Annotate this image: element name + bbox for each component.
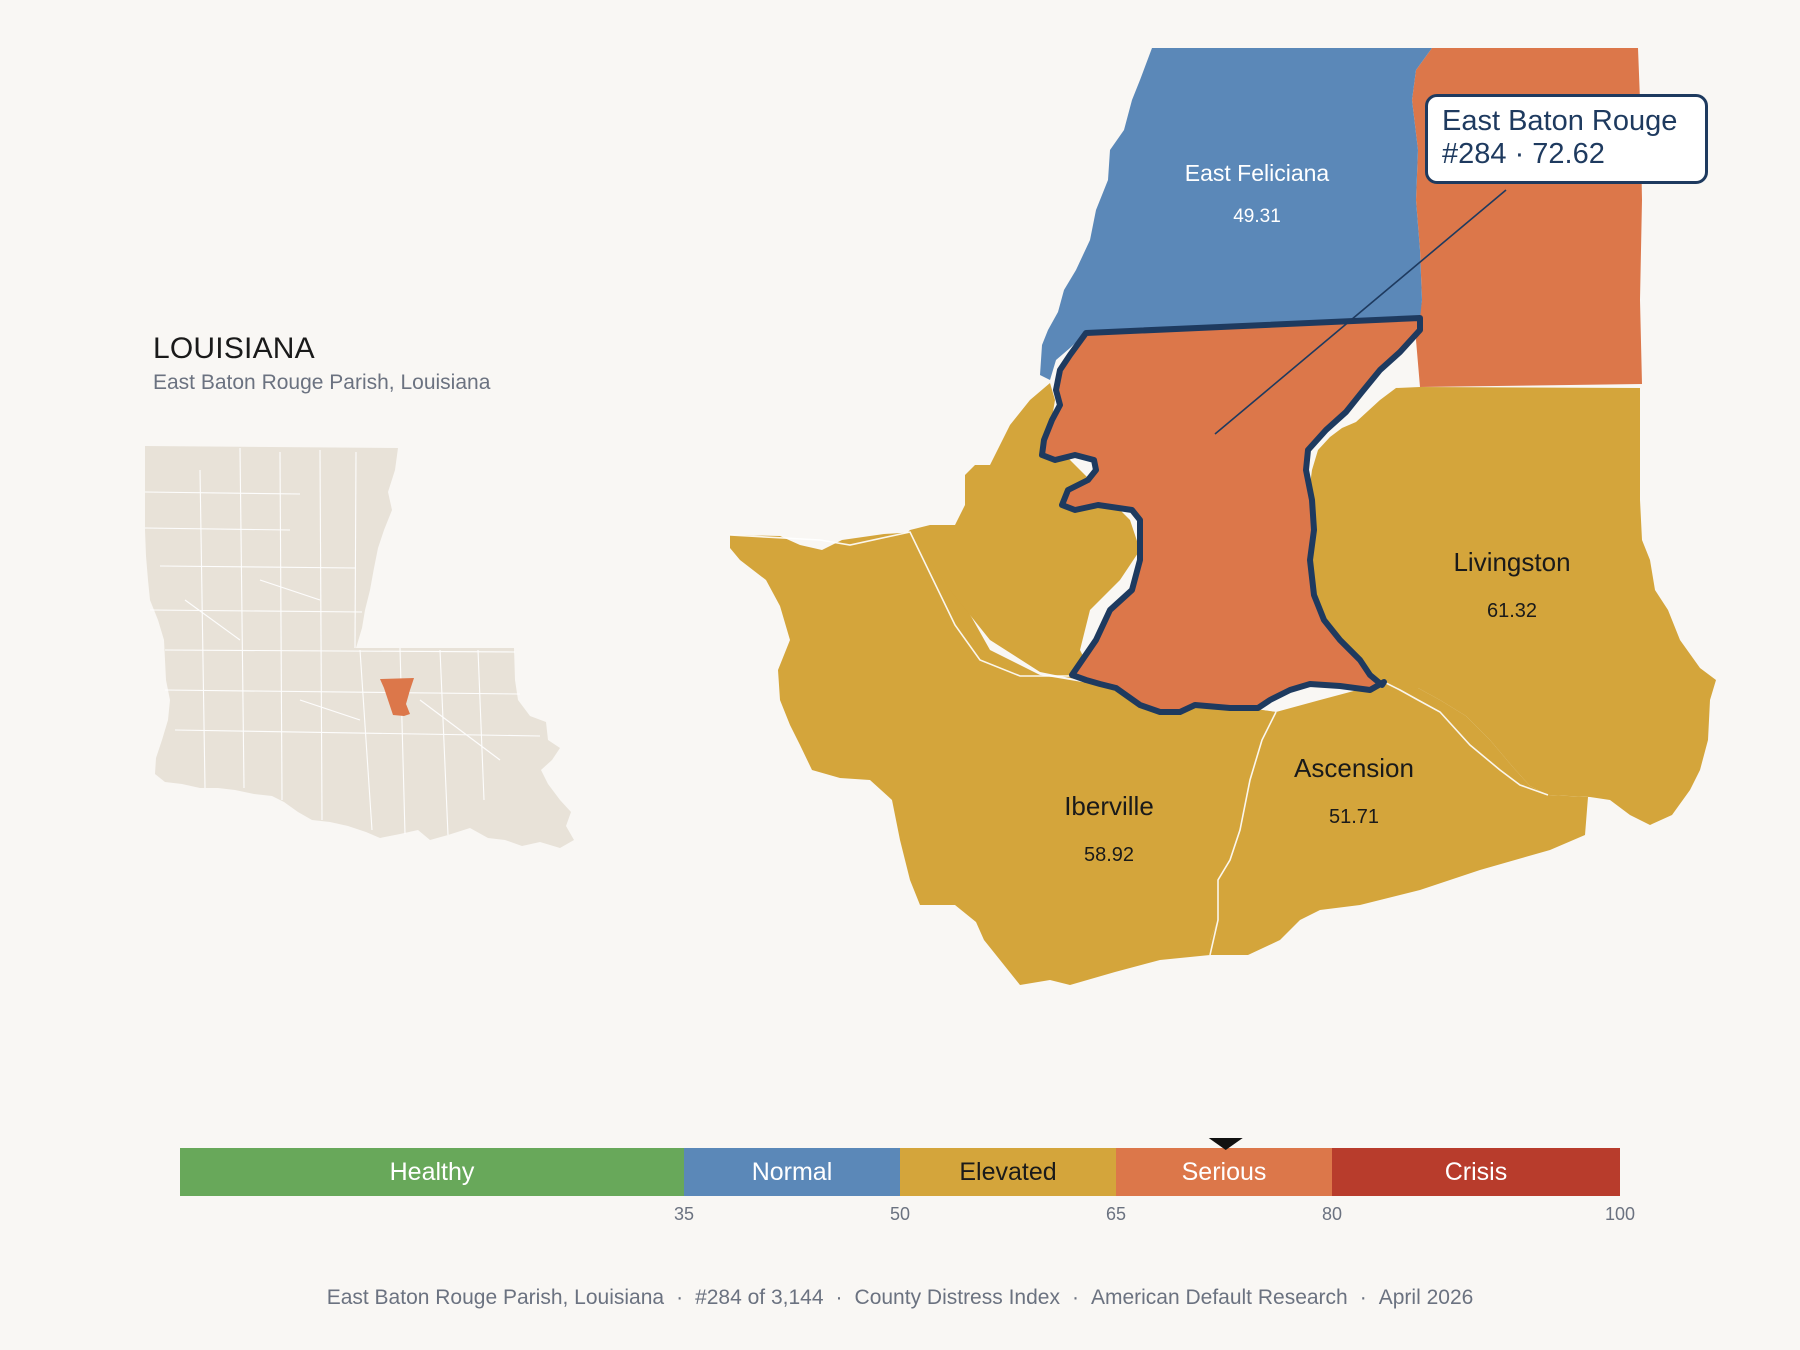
footer-location: East Baton Rouge Parish, Louisiana (326, 1286, 665, 1309)
parish-livingston (1308, 387, 1716, 825)
parish-label-ascension: Ascension 51.71 (1294, 753, 1414, 828)
legend-tick: 100 (1605, 1204, 1635, 1224)
footer-date: April 2026 (1378, 1286, 1474, 1309)
callout-rank-score: #284 · 72.62 (1442, 138, 1605, 170)
inset-map (144, 446, 574, 848)
legend-segment-elevated (900, 1148, 1116, 1196)
parish-name: Ascension (1294, 753, 1414, 783)
footer: East Baton Rouge Parish, Louisiana · #284 … (326, 1286, 1474, 1309)
parish-ascension (1210, 684, 1588, 955)
legend-tick: 80 (1322, 1204, 1342, 1224)
parish-west-baton-rouge (908, 383, 1276, 712)
footer-rank: #284 of 3,144 (695, 1286, 824, 1309)
state-subtitle: East Baton Rouge Parish, Louisiana (153, 371, 491, 394)
parish-east-feliciana (1040, 48, 1432, 380)
parish-label-east-feliciana: East Feliciana 49.31 (1185, 160, 1330, 227)
footer-index-name: County Distress Index (854, 1286, 1060, 1309)
parish-score: 51.71 (1329, 806, 1379, 828)
legend: Healthy Normal Elevated Serious Crisis 35 50 65… (180, 1138, 1635, 1224)
parish-name: East Feliciana (1185, 160, 1330, 186)
state-title: LOUISIANA (153, 332, 315, 365)
parish-name: Livingston (1453, 547, 1570, 577)
legend-label-healthy: Healthy (390, 1158, 475, 1186)
parish-east-baton-rouge (1042, 318, 1420, 712)
legend-tick: 35 (674, 1204, 694, 1224)
legend-segment-crisis (1332, 1148, 1620, 1196)
east-baton-rouge-outline (1039, 315, 1423, 715)
legend-label-serious: Serious (1182, 1158, 1267, 1186)
footer-source: American Default Research (1090, 1286, 1348, 1309)
inset-louisiana-shape (145, 446, 574, 848)
legend-marker (1208, 1138, 1243, 1150)
legend-label-elevated: Elevated (959, 1158, 1056, 1186)
legend-tick: 50 (890, 1204, 910, 1224)
legend-tick: 65 (1106, 1204, 1126, 1224)
highlight-callout: East Baton Rouge #284 · 72.62 (1425, 94, 1708, 184)
legend-label-normal: Normal (752, 1158, 833, 1186)
inset-east-baton-rouge (380, 678, 414, 716)
parish-label-iberville: Iberville 58.92 (1064, 791, 1154, 866)
parish-label-livingston: Livingston 61.32 (1453, 547, 1570, 622)
parish-iberville (730, 532, 1276, 985)
callout-leader-line (1214, 189, 1507, 435)
legend-label-crisis: Crisis (1445, 1158, 1508, 1186)
parish-score: 58.92 (1084, 844, 1134, 866)
callout-name: East Baton Rouge (1442, 105, 1678, 137)
legend-segment-serious (1116, 1148, 1332, 1196)
parish-map: East Feliciana 49.31 Livingston 61.32 Ib… (729, 48, 1716, 985)
parish-score: 49.31 (1233, 206, 1281, 227)
parish-name: Iberville (1064, 791, 1154, 821)
legend-segment-healthy (180, 1148, 684, 1196)
parish-score: 61.32 (1487, 600, 1537, 622)
legend-segment-normal (684, 1148, 900, 1196)
